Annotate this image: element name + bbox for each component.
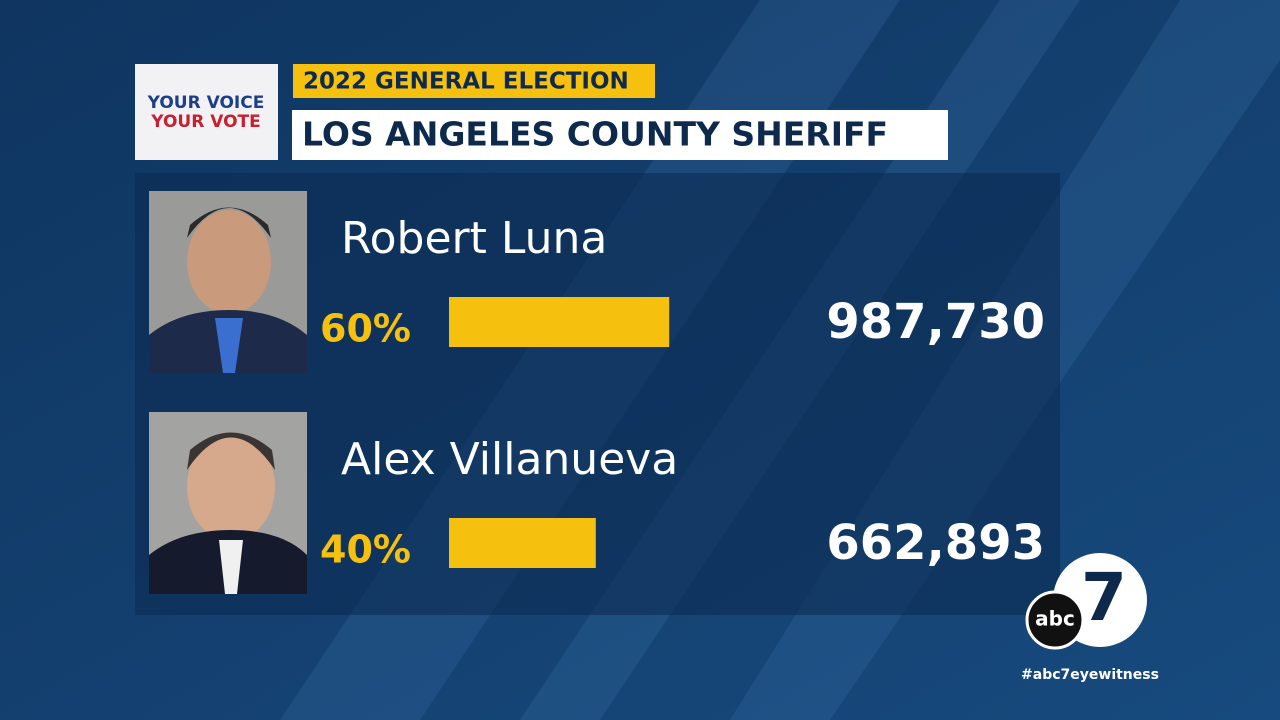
photo xyxy=(149,191,307,373)
vote-count: 662,893 xyxy=(826,515,1045,571)
candidate-name: Robert Luna xyxy=(341,213,607,264)
subtitle: 2022 GENERAL ELECTION xyxy=(303,69,629,95)
photo xyxy=(149,412,307,594)
title: LOS ANGELES COUNTY SHERIFF xyxy=(302,115,888,154)
logo-text: YOUR VOTE xyxy=(150,112,261,132)
network: abc xyxy=(1035,607,1075,631)
subtitle-box xyxy=(293,64,655,98)
logo-box xyxy=(135,64,278,160)
channel: 7 xyxy=(1081,559,1127,636)
logo-text: YOUR VOICE xyxy=(147,93,265,113)
hashtag: #abc7eyewitness xyxy=(1021,667,1159,683)
title-box xyxy=(292,110,948,160)
bar xyxy=(449,518,596,568)
candidate-name: Alex Villanueva xyxy=(341,434,678,485)
percent-label: 40% xyxy=(320,528,411,572)
bar xyxy=(449,297,670,347)
percent-label: 60% xyxy=(320,307,411,351)
vote-count: 987,730 xyxy=(826,294,1045,350)
network-circle xyxy=(1025,590,1085,650)
